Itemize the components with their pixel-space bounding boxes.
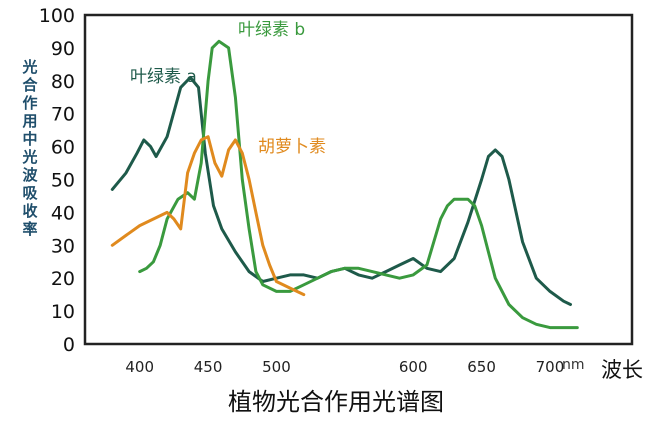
y-tick-label: 100: [39, 5, 75, 27]
series-label-3: 胡萝卜素: [258, 137, 326, 157]
y-axis-title-char: 波: [22, 166, 38, 184]
y-axis-title-char: 合: [21, 76, 38, 94]
y-axis: 0 10 20 30 40 50 60 70 80 90 100: [39, 5, 75, 356]
y-axis-title-char: 用: [22, 112, 37, 130]
x-tick-label: 400: [125, 358, 154, 376]
x-tick-label: 700: [536, 358, 565, 376]
plot-border: [83, 13, 634, 346]
y-tick-label: 20: [51, 268, 75, 290]
chart-title: 植物光合作用光谱图: [228, 388, 444, 416]
y-axis-title-char: 光: [21, 148, 37, 166]
series-line-2: [138, 39, 579, 330]
series-label-2: 叶绿素 b: [238, 20, 305, 40]
x-tick-label: 650: [467, 358, 496, 376]
y-tick-label: 90: [51, 38, 75, 60]
y-axis-title-char: 作: [22, 94, 37, 112]
x-tick-label: 500: [262, 358, 291, 376]
y-axis-title-char: 吸: [22, 184, 38, 202]
y-tick-label: 60: [51, 137, 75, 159]
y-axis-title-char: 率: [22, 220, 37, 238]
y-tick-label: 80: [51, 71, 75, 93]
x-tick-label: 600: [399, 358, 428, 376]
y-tick-label: 30: [51, 235, 75, 257]
x-tick-label: 450: [194, 358, 223, 376]
y-tick-label: 50: [51, 170, 75, 192]
x-unit-label: nm: [562, 357, 585, 373]
y-axis-title-char: 中: [22, 130, 37, 148]
series-line-3: [110, 135, 306, 297]
series-label-1: 叶绿素 a: [130, 67, 197, 87]
x-axis: 400 450 500 600 650 700: [125, 358, 564, 376]
y-tick-label: 10: [51, 301, 75, 323]
y-tick-label: 40: [51, 202, 75, 224]
y-axis-title-char: 收: [22, 202, 37, 220]
y-axis-title-char: 光: [21, 58, 37, 76]
y-tick-label: 0: [63, 334, 75, 356]
plot-frame: [83, 13, 634, 346]
series-group: 叶绿素 a 叶绿素 b 胡萝卜素: [110, 20, 579, 330]
y-tick-label: 70: [51, 104, 75, 126]
x-axis-title: 波长: [601, 358, 643, 382]
